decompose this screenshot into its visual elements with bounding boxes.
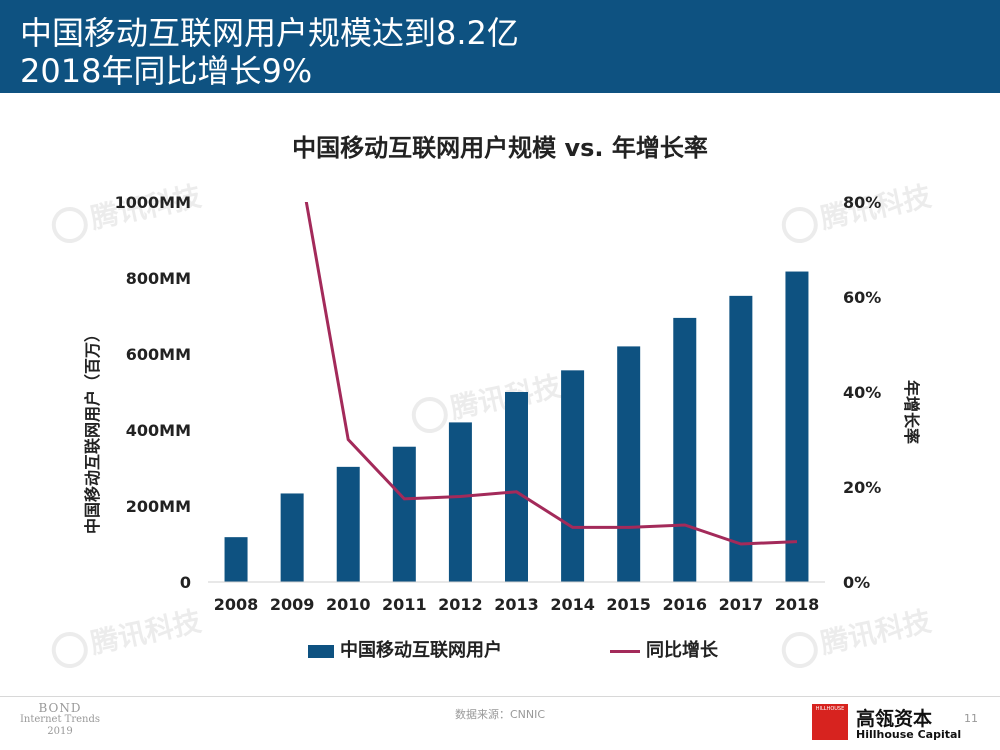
bar-2011	[392, 446, 416, 582]
x-tick-label: 2009	[270, 595, 315, 614]
x-tick-label: 2013	[494, 595, 539, 614]
y-tick-label: 0	[180, 573, 191, 592]
x-tick-label: 2016	[663, 595, 708, 614]
hillhouse-logo-badge: HILLHOUSE	[812, 704, 848, 740]
y2-tick-label: 40%	[843, 383, 881, 402]
y-tick-label: 800MM	[126, 269, 191, 288]
bond-logo: BOND Internet Trends 2019	[19, 701, 100, 737]
y-tick-label: 600MM	[126, 345, 191, 364]
bar-2017	[729, 295, 753, 582]
x-tick-label: 2011	[382, 595, 427, 614]
hillhouse-name-cn: 高瓴资本	[856, 708, 933, 730]
growth-line	[304, 202, 798, 546]
y-tick-label: 200MM	[126, 497, 191, 516]
y-tick-label: 1000MM	[115, 193, 191, 212]
page-title-line1: 中国移动互联网用户规模达到8.2亿	[20, 14, 519, 52]
page-number: 11	[964, 712, 978, 725]
legend-item-growth: 同比增长	[610, 636, 718, 662]
bar-2018	[785, 271, 809, 582]
x-tick-label: 2012	[438, 595, 483, 614]
bar-2012	[448, 422, 472, 582]
page-title-line2: 2018年同比增长9%	[20, 52, 313, 90]
bar-2008	[224, 537, 248, 582]
chart-title: 中国移动互联网用户规模 vs. 年增长率	[292, 134, 708, 162]
header-banner: 中国移动互联网用户规模达到8.2亿 2018年同比增长9%	[0, 0, 1000, 93]
hillhouse-name-en: Hillhouse Capital	[856, 728, 962, 741]
x-tick-label: 2010	[326, 595, 371, 614]
x-tick-label: 2017	[719, 595, 764, 614]
bar-2016	[673, 317, 697, 582]
x-tick-label: 2014	[550, 595, 595, 614]
y2-tick-label: 20%	[843, 478, 881, 497]
y2-axis-label: 年增长率	[902, 380, 921, 444]
data-source: 数据来源：CNNIC	[455, 708, 546, 721]
legend-line-swatch	[610, 649, 640, 653]
bar-2015	[617, 346, 641, 582]
y2-tick-label: 60%	[843, 288, 881, 307]
x-tick-label: 2015	[606, 595, 651, 614]
bar-2010	[336, 466, 360, 582]
x-tick-label: 2018	[775, 595, 820, 614]
chart-legend: 中国移动互联网用户 同比增长	[0, 636, 1000, 666]
legend-item-users: 中国移动互联网用户	[308, 636, 502, 662]
y2-tick-label: 0%	[843, 573, 870, 592]
y-axis-label: 中国移动互联网用户（百万）	[83, 326, 102, 534]
x-tick-label: 2008	[214, 595, 259, 614]
bar-2009	[280, 493, 304, 582]
bar-2014	[561, 370, 585, 582]
y2-tick-label: 80%	[843, 193, 881, 212]
legend-bar-swatch	[308, 644, 334, 658]
y-tick-label: 400MM	[126, 421, 191, 440]
bar-2013	[505, 392, 528, 582]
footer-divider	[0, 696, 1000, 697]
